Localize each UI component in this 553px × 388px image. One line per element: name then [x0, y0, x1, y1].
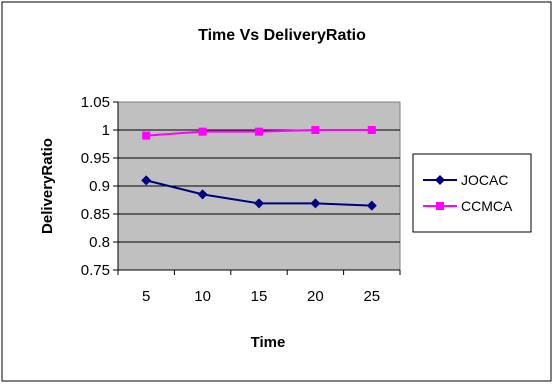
y-tick-label: 0.8 [89, 234, 110, 251]
axes: 0.75 0.8 0.85 0.9 0.95 1 1.05 5 10 15 20 25 [81, 94, 401, 305]
x-tick-label: 15 [251, 288, 268, 305]
point-jocac [254, 198, 264, 209]
legend-label-ccmca: CCMCA [461, 198, 513, 214]
y-tick-label: 0.75 [81, 262, 110, 279]
point-jocac [197, 189, 208, 200]
legend: JOCAC CCMCA [412, 153, 532, 233]
point-ccmca [367, 126, 376, 134]
point-ccmca [142, 131, 151, 140]
point-jocac [366, 200, 377, 211]
x-tick-label: 10 [194, 288, 211, 305]
y-tick-label: 0.95 [81, 150, 110, 167]
x-tick-label: 25 [363, 288, 380, 305]
y-tick-label: 0.9 [89, 178, 110, 195]
legend-box [412, 153, 532, 233]
series-group [141, 126, 377, 211]
legend-marker-jocac [435, 175, 445, 185]
chart-title: Time Vs DeliveryRatio [198, 27, 366, 44]
y-axis-title: DeliveryRatio [39, 138, 56, 234]
point-ccmca [198, 127, 207, 136]
x-tick-label: 20 [307, 288, 324, 305]
y-tick-label: 0.85 [81, 206, 110, 223]
legend-label-jocac: JOCAC [461, 172, 508, 188]
x-axis-title: Time [251, 334, 286, 351]
point-jocac [310, 198, 321, 209]
point-ccmca [311, 126, 320, 134]
legend-marker-ccmca [436, 202, 444, 210]
y-tick-label: 1 [102, 122, 110, 139]
x-tick-label: 5 [142, 288, 150, 305]
y-tick-label: 1.05 [81, 94, 110, 111]
point-ccmca [255, 127, 263, 136]
point-jocac [141, 175, 152, 186]
